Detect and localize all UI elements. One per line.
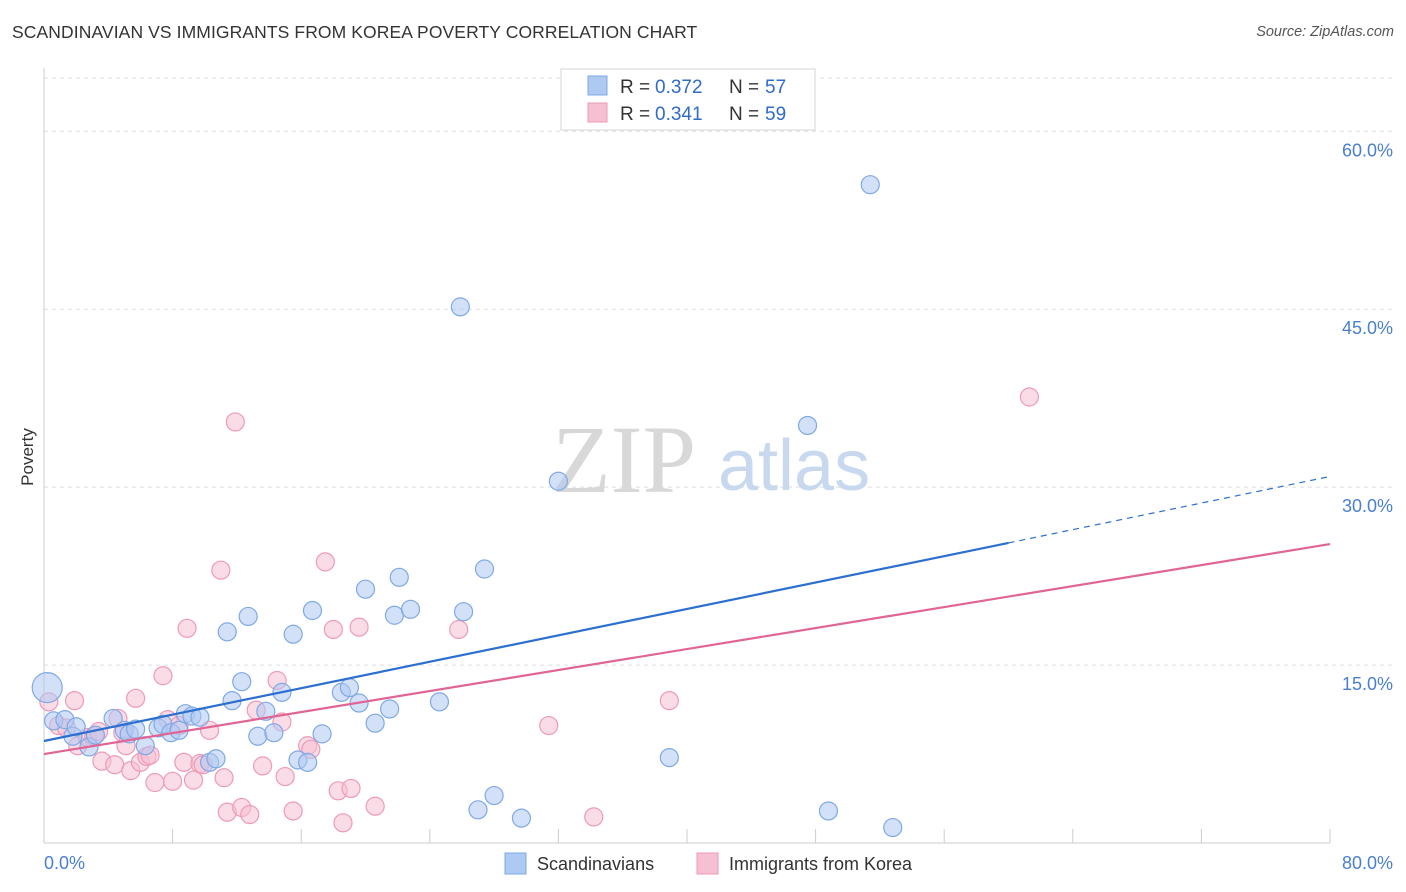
legend-n-value-2: 59: [765, 104, 786, 125]
point-scandinavian: [511, 808, 532, 828]
bottom-legend-swatch-blue: [504, 852, 527, 875]
point-scandinavian: [389, 567, 409, 587]
bottom-legend-scandinavians: Scandinavians: [537, 854, 654, 874]
legend-n-value-1: 57: [765, 77, 786, 98]
point-korea: [539, 715, 559, 736]
legend-n-label-2: N =: [729, 104, 759, 125]
point-korea: [211, 560, 231, 580]
point-scandinavian: [238, 606, 258, 627]
point-scandinavian: [312, 724, 332, 744]
point-korea: [659, 691, 679, 711]
x-tick-label-max: 80.0%: [1342, 853, 1393, 873]
point-korea: [225, 412, 245, 432]
point-korea: [449, 619, 469, 640]
point-scandinavian: [429, 692, 450, 712]
point-korea: [1019, 387, 1039, 407]
series-scandinavians-points: [31, 175, 903, 838]
point-korea: [177, 618, 197, 638]
point-scandinavian: [453, 602, 474, 622]
y-tick-label: 15.0%: [1342, 674, 1393, 694]
point-scandinavian: [484, 785, 504, 806]
legend-n-label-1: N =: [729, 77, 759, 98]
x-tick-label-min: 0.0%: [44, 853, 85, 873]
point-scandinavian: [298, 752, 318, 772]
point-scandinavian: [283, 624, 303, 644]
point-scandinavian: [450, 297, 470, 317]
point-scandinavian: [264, 723, 284, 743]
point-scandinavian: [818, 801, 839, 821]
point-scandinavian: [380, 699, 400, 719]
axes: [43, 68, 1331, 844]
point-korea: [584, 807, 604, 827]
point-scandinavian: [797, 415, 818, 436]
point-korea: [174, 752, 194, 772]
trend-lines: [43, 475, 1331, 756]
point-scandinavian: [355, 579, 376, 599]
point-scandinavian: [217, 622, 237, 642]
point-scandinavian: [256, 701, 276, 721]
legend-swatch-blue: [587, 75, 608, 96]
point-korea: [163, 771, 183, 791]
point-scandinavian: [31, 672, 63, 704]
trend-line-scandinavians: [43, 541, 1009, 743]
legend-r-label-1: R =: [620, 77, 650, 98]
legend-r-value-2: 0.341: [655, 104, 703, 125]
point-scandinavian: [232, 672, 252, 692]
bottom-legend-korea: Immigrants from Korea: [729, 854, 913, 874]
point-korea: [153, 666, 173, 686]
point-korea: [333, 813, 353, 833]
point-korea: [105, 755, 125, 775]
point-korea: [349, 617, 369, 637]
point-scandinavian: [206, 749, 226, 769]
point-korea: [64, 691, 85, 711]
trend-line-korea: [43, 543, 1331, 756]
point-scandinavian: [365, 713, 385, 733]
watermark: ZIP atlas: [552, 406, 870, 513]
legend-top: R = 0.372 N = 57 R = 0.341 N = 59: [560, 68, 816, 131]
y-tick-label: 60.0%: [1342, 140, 1393, 160]
point-scandinavian: [548, 471, 569, 491]
point-korea: [315, 552, 335, 572]
point-korea: [253, 756, 273, 776]
legend-swatch-pink: [587, 102, 608, 123]
point-korea: [365, 796, 385, 816]
point-scandinavian: [474, 559, 495, 579]
source-label: Source: ZipAtlas.com: [1256, 24, 1394, 40]
point-scandinavian: [339, 678, 360, 698]
legend-r-label-2: R =: [620, 104, 650, 125]
point-scandinavian: [302, 600, 323, 621]
legend-r-value-1: 0.372: [655, 77, 703, 98]
series-korea-points: [39, 387, 1039, 833]
legend-bottom: Scandinavians Immigrants from Korea: [504, 852, 913, 875]
y-axis-label: Poverty: [18, 428, 37, 486]
point-korea: [183, 770, 204, 790]
point-korea: [145, 772, 165, 793]
point-scandinavian: [400, 599, 421, 619]
point-scandinavian: [659, 747, 679, 768]
watermark-atlas: atlas: [718, 426, 870, 506]
point-korea: [126, 688, 146, 708]
point-scandinavian: [860, 175, 880, 195]
y-tick-label: 30.0%: [1342, 496, 1393, 516]
watermark-zip: ZIP: [552, 406, 696, 513]
point-scandinavian: [883, 817, 903, 838]
point-korea: [240, 804, 260, 825]
point-scandinavian: [66, 717, 86, 737]
bottom-legend-swatch-pink: [696, 852, 719, 875]
point-korea: [341, 778, 361, 799]
point-scandinavian: [384, 605, 405, 625]
chart-title: SCANDINAVIAN VS IMMIGRANTS FROM KOREA PO…: [12, 22, 698, 42]
point-korea: [283, 801, 303, 821]
point-korea: [275, 766, 295, 787]
point-korea: [323, 619, 343, 640]
y-tick-labels: 15.0% 30.0% 45.0% 60.0%: [1342, 140, 1393, 694]
point-korea: [214, 768, 234, 788]
y-tick-label: 45.0%: [1342, 318, 1393, 338]
point-scandinavian: [468, 800, 488, 820]
grid-lines: [44, 77, 1392, 666]
trend-line-scandinavians-extension: [1008, 475, 1331, 544]
point-scandinavian: [248, 726, 268, 746]
